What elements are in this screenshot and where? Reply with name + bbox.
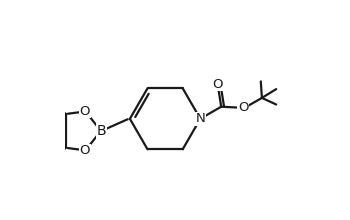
Text: O: O: [238, 101, 248, 114]
Text: O: O: [79, 104, 90, 118]
Text: B: B: [97, 124, 106, 138]
Text: O: O: [213, 77, 223, 91]
Text: N: N: [195, 112, 205, 125]
Text: O: O: [79, 144, 90, 157]
